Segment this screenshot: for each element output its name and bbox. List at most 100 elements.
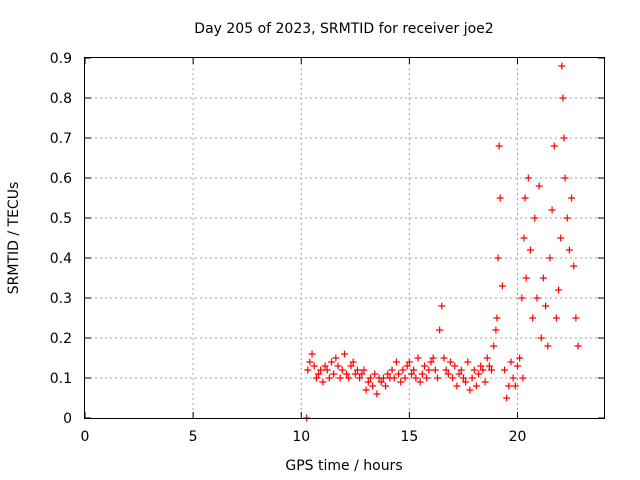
data-point <box>462 378 470 386</box>
data-point <box>479 366 487 374</box>
x-tick-label: 10 <box>292 429 310 445</box>
data-point <box>453 382 461 390</box>
data-point <box>507 358 515 366</box>
y-tick-label: 0.4 <box>50 251 72 267</box>
data-point <box>442 366 450 374</box>
axis-ticks <box>84 57 604 419</box>
data-point <box>518 294 526 302</box>
data-point <box>366 374 374 382</box>
data-point <box>321 362 329 370</box>
data-point <box>315 370 323 378</box>
data-point <box>425 366 433 374</box>
data-point <box>490 342 498 350</box>
x-tick-label: 0 <box>81 429 90 445</box>
data-point <box>449 374 457 382</box>
data-point <box>565 246 573 254</box>
data-point <box>356 374 364 382</box>
data-point <box>427 358 435 366</box>
x-tick-labels: 0 5 10 15 20 <box>81 429 527 445</box>
data-point <box>470 366 478 374</box>
data-point <box>373 390 381 398</box>
data-point <box>521 194 529 202</box>
data-point <box>472 382 480 390</box>
data-point <box>558 62 566 70</box>
data-point <box>343 370 351 378</box>
data-point <box>570 262 578 270</box>
data-point <box>349 358 357 366</box>
y-tick-label: 0 <box>63 411 72 427</box>
x-axis-label: GPS time / hours <box>285 458 402 474</box>
chart-title: Day 205 of 2023, SRMTID for receiver joe… <box>194 21 493 37</box>
y-tick-label: 0.5 <box>50 211 72 227</box>
data-point <box>503 394 511 402</box>
data-point <box>493 314 501 322</box>
data-point <box>524 174 532 182</box>
data-point <box>455 370 463 378</box>
data-point <box>399 366 407 374</box>
data-point <box>308 350 316 358</box>
y-tick-label: 0.7 <box>50 131 72 147</box>
data-point <box>358 370 366 378</box>
data-point <box>317 366 325 374</box>
data-point <box>436 326 444 334</box>
data-point <box>362 386 370 394</box>
data-point <box>483 354 491 362</box>
data-point <box>539 274 547 282</box>
data-point <box>531 214 539 222</box>
data-point <box>438 302 446 310</box>
data-point <box>542 302 550 310</box>
data-point <box>477 362 485 370</box>
data-point <box>451 362 459 370</box>
data-point <box>423 374 431 382</box>
data-point <box>440 354 448 362</box>
data-point <box>341 350 348 358</box>
x-tick-label: 20 <box>509 429 527 445</box>
data-point <box>416 378 424 386</box>
data-point <box>401 374 409 382</box>
grid-lines <box>85 58 604 418</box>
data-point <box>535 182 543 190</box>
data-point <box>561 174 569 182</box>
data-point <box>492 326 500 334</box>
data-point <box>392 358 400 366</box>
data-point <box>345 374 353 382</box>
data-point <box>444 370 452 378</box>
data-point <box>511 382 519 390</box>
data-point <box>312 374 320 382</box>
data-point <box>563 214 571 222</box>
data-point <box>338 366 346 374</box>
data-point <box>520 234 528 242</box>
data-point <box>360 366 368 374</box>
data-point <box>548 206 556 214</box>
data-point <box>546 254 554 262</box>
data-point <box>390 374 398 382</box>
data-point <box>403 362 411 370</box>
y-tick-labels: 0 0.1 0.2 0.3 0.4 0.5 0.6 0.7 0.8 0.9 <box>50 51 72 427</box>
plot-frame <box>84 57 605 419</box>
data-point <box>418 370 426 378</box>
data-point <box>464 358 472 366</box>
data-point <box>364 378 372 386</box>
data-point <box>429 354 437 362</box>
data-point <box>408 370 416 378</box>
data-point <box>481 378 489 386</box>
y-tick-label: 0.9 <box>50 51 72 67</box>
data-point <box>544 342 552 350</box>
data-point <box>468 374 476 382</box>
x-tick-label: 5 <box>189 429 198 445</box>
data-point <box>560 134 568 142</box>
data-point <box>369 382 377 390</box>
data-point <box>336 374 344 382</box>
data-point <box>568 194 576 202</box>
data-point <box>516 354 524 362</box>
data-point <box>557 234 565 242</box>
data-point <box>446 358 454 366</box>
data-point <box>522 274 530 282</box>
y-tick-label: 0.8 <box>50 91 72 107</box>
data-point <box>421 362 429 370</box>
data-point <box>488 366 496 374</box>
data-point <box>496 194 504 202</box>
data-point <box>505 382 513 390</box>
data-point <box>310 362 318 370</box>
